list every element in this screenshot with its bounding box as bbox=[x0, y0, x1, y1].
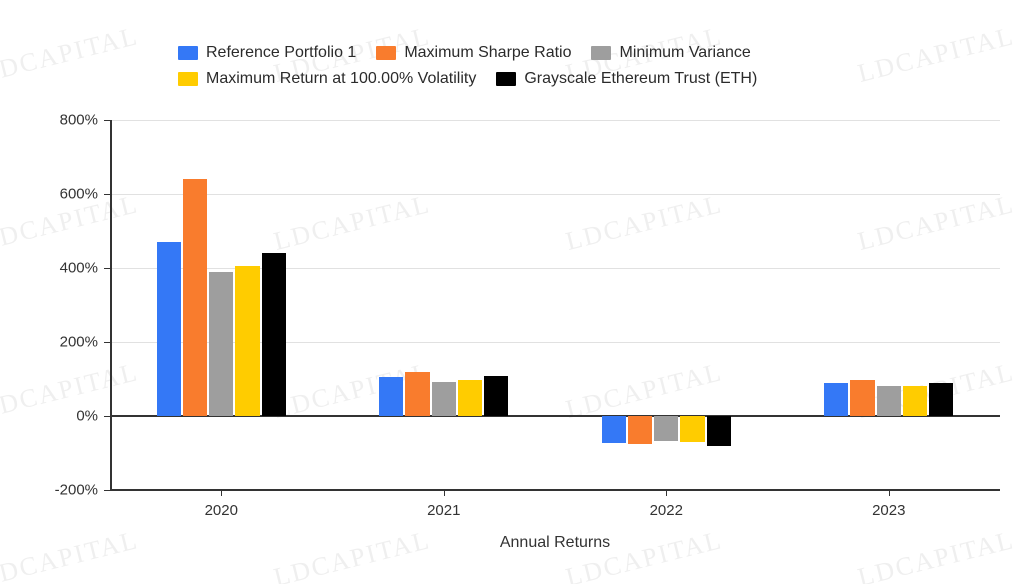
legend-item: Maximum Sharpe Ratio bbox=[376, 44, 571, 62]
y-tick-label: 400% bbox=[40, 260, 98, 277]
x-tick-label: 2020 bbox=[205, 502, 238, 519]
legend-item: Minimum Variance bbox=[591, 44, 750, 62]
legend-label: Grayscale Ethereum Trust (ETH) bbox=[524, 70, 757, 88]
legend-item: Reference Portfolio 1 bbox=[178, 44, 356, 62]
bar bbox=[628, 416, 652, 444]
x-tick-label: 2021 bbox=[427, 502, 460, 519]
bar bbox=[379, 377, 403, 416]
bar bbox=[157, 242, 181, 416]
legend-swatch bbox=[376, 46, 396, 60]
bar bbox=[707, 416, 731, 446]
y-tick-mark bbox=[104, 342, 110, 343]
chart-legend: Reference Portfolio 1 Maximum Sharpe Rati… bbox=[178, 44, 938, 88]
y-axis-line bbox=[110, 120, 112, 490]
y-tick-mark bbox=[104, 194, 110, 195]
bar bbox=[183, 179, 207, 416]
y-tick-label: 200% bbox=[40, 334, 98, 351]
watermark-text: LDCAPITAL bbox=[271, 525, 434, 584]
x-tick-mark bbox=[889, 490, 890, 496]
bar bbox=[824, 383, 848, 416]
y-tick-mark bbox=[104, 416, 110, 417]
bar bbox=[484, 376, 508, 416]
x-axis-line bbox=[110, 489, 1000, 491]
bar bbox=[680, 416, 704, 442]
y-tick-label: 0% bbox=[40, 408, 98, 425]
bar bbox=[209, 272, 233, 416]
legend-swatch bbox=[496, 72, 516, 86]
grid-line bbox=[110, 120, 1000, 121]
x-tick-mark bbox=[666, 490, 667, 496]
y-tick-mark bbox=[104, 120, 110, 121]
y-tick-label: 600% bbox=[40, 186, 98, 203]
watermark-text: LDCAPITAL bbox=[855, 525, 1018, 584]
bar bbox=[458, 380, 482, 416]
x-tick-mark bbox=[221, 490, 222, 496]
legend-swatch bbox=[591, 46, 611, 60]
x-tick-label: 2023 bbox=[872, 502, 905, 519]
x-tick-mark bbox=[444, 490, 445, 496]
y-tick-mark bbox=[104, 490, 110, 491]
bar bbox=[903, 386, 927, 416]
y-tick-label: 800% bbox=[40, 112, 98, 129]
bar bbox=[432, 382, 456, 416]
legend-label: Reference Portfolio 1 bbox=[206, 44, 356, 62]
bar bbox=[405, 372, 429, 416]
bar bbox=[602, 416, 626, 443]
grid-line bbox=[110, 194, 1000, 195]
plot-area bbox=[110, 120, 1000, 490]
watermark-text: LDCAPITAL bbox=[0, 21, 142, 89]
y-tick-mark bbox=[104, 268, 110, 269]
bar bbox=[235, 266, 259, 416]
legend-label: Maximum Sharpe Ratio bbox=[404, 44, 571, 62]
x-axis-title: Annual Returns bbox=[500, 534, 610, 552]
annual-returns-chart: LDCAPITALLDCAPITALLDCAPITALLDCAPITALLDCA… bbox=[0, 0, 1026, 584]
bar bbox=[262, 253, 286, 416]
bar bbox=[654, 416, 678, 441]
bar bbox=[877, 386, 901, 416]
y-tick-label: -200% bbox=[40, 482, 98, 499]
x-tick-label: 2022 bbox=[650, 502, 683, 519]
watermark-text: LDCAPITAL bbox=[0, 525, 142, 584]
legend-item: Maximum Return at 100.00% Volatility bbox=[178, 70, 476, 88]
legend-swatch bbox=[178, 46, 198, 60]
legend-swatch bbox=[178, 72, 198, 86]
legend-item: Grayscale Ethereum Trust (ETH) bbox=[496, 70, 757, 88]
bar bbox=[850, 380, 874, 416]
legend-label: Minimum Variance bbox=[619, 44, 750, 62]
legend-label: Maximum Return at 100.00% Volatility bbox=[206, 70, 476, 88]
bar bbox=[929, 383, 953, 416]
